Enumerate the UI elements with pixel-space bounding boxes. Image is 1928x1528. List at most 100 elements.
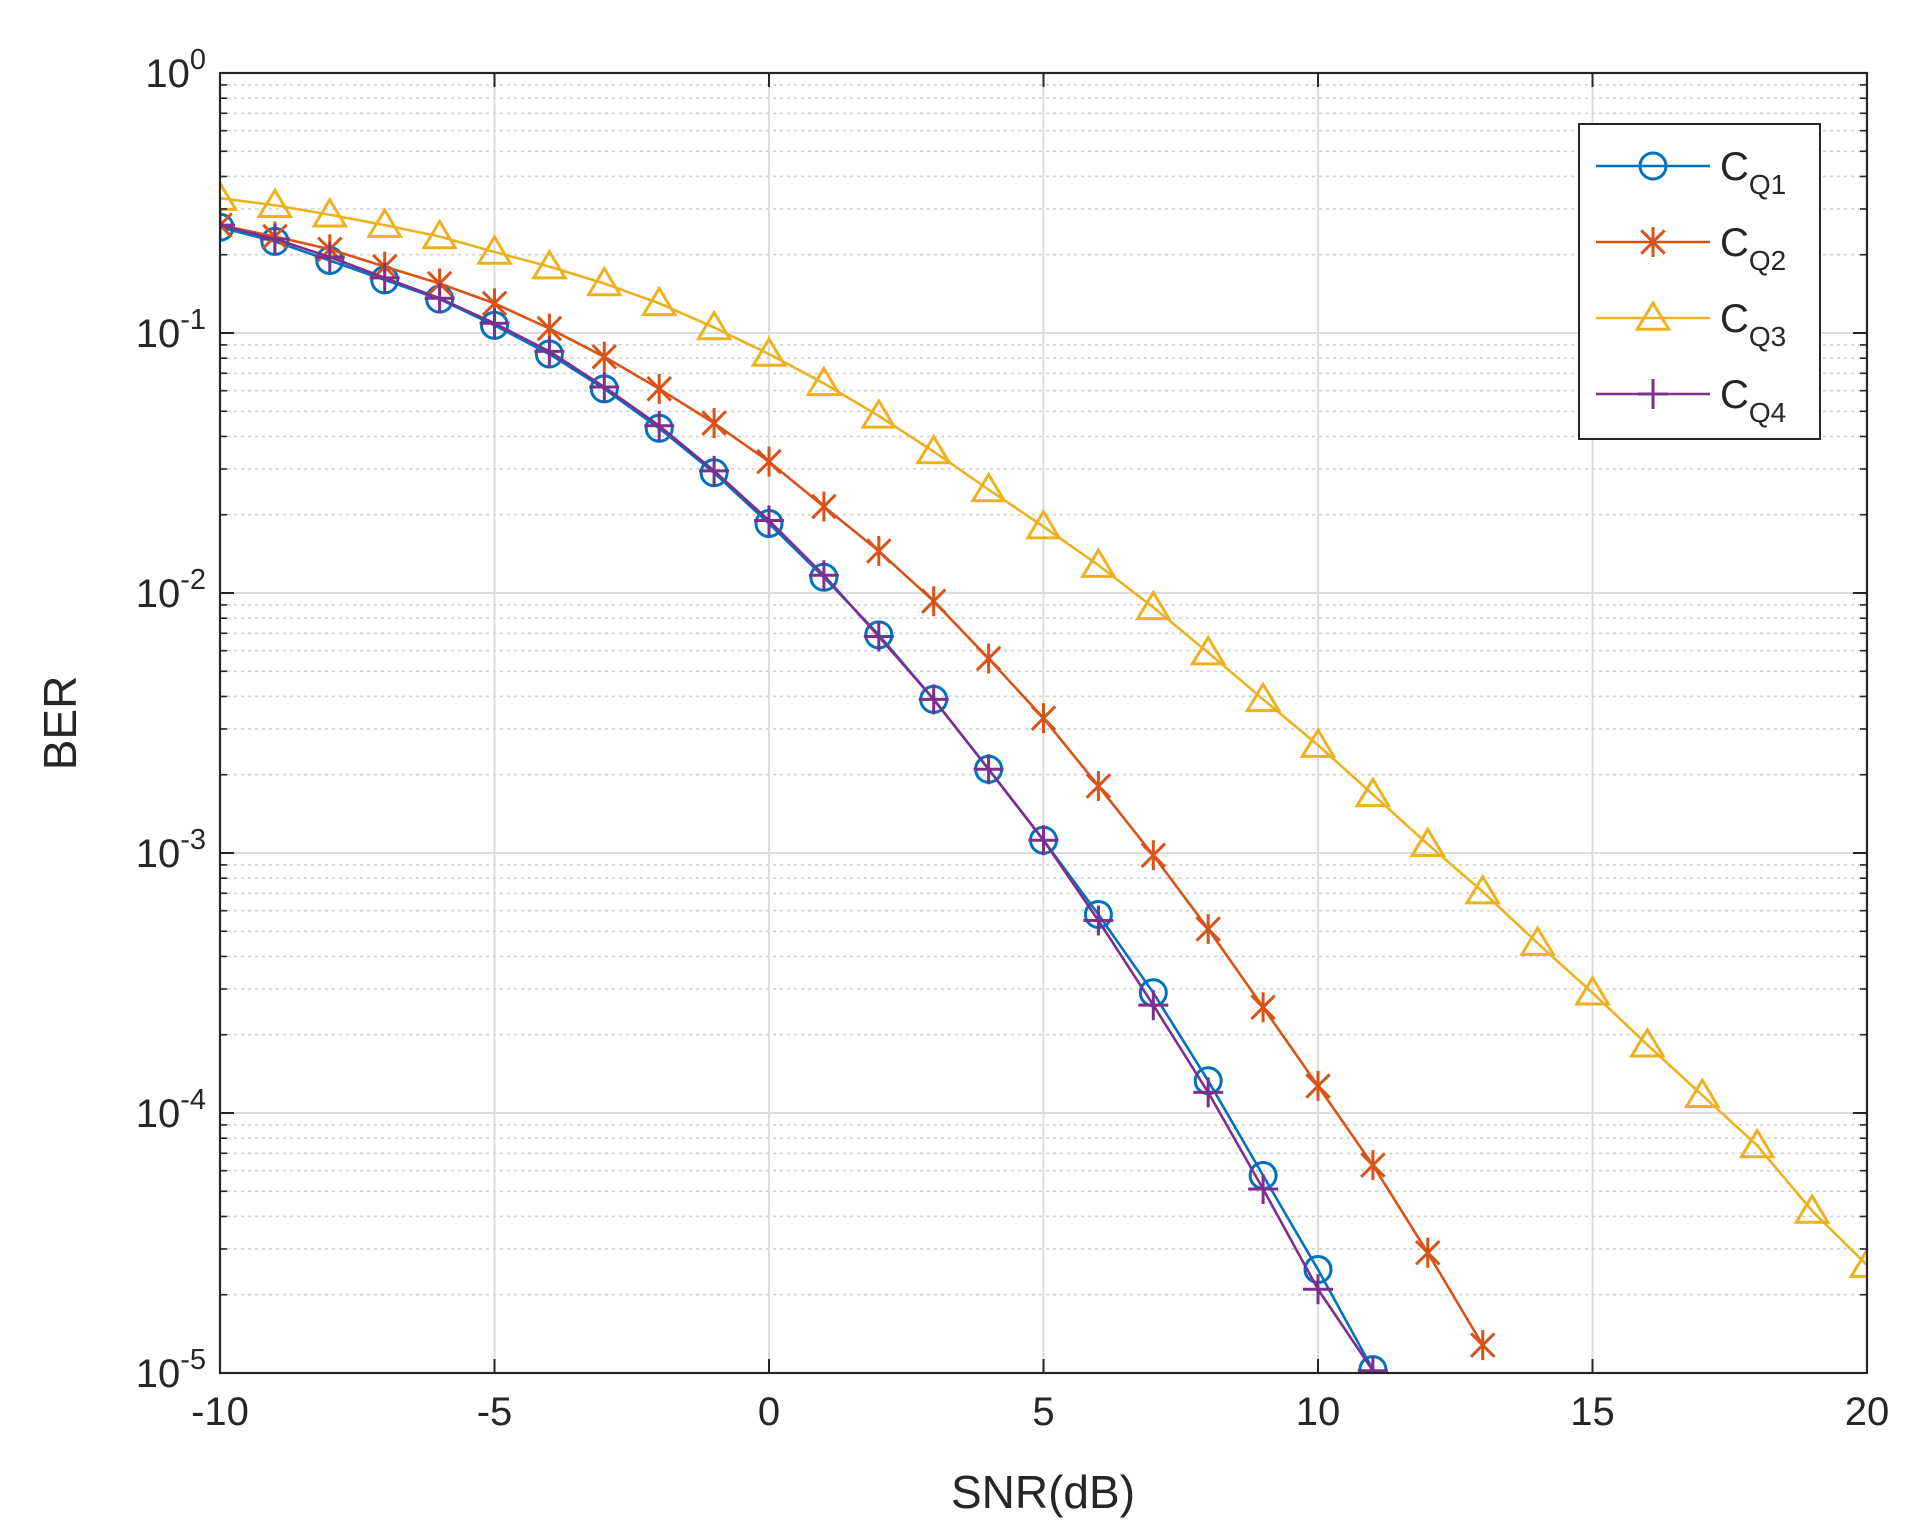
data-point-q3 xyxy=(220,180,239,211)
data-point-q3 xyxy=(1464,873,1502,905)
data-point-q2 xyxy=(1250,992,1276,1023)
data-point-q3 xyxy=(476,234,513,265)
legend-item-q2: CQ2 xyxy=(1596,221,1786,276)
data-point-q2 xyxy=(646,373,672,404)
data-point-q3 xyxy=(750,336,788,367)
data-point-q2 xyxy=(866,536,892,567)
data-point-q4 xyxy=(644,410,675,441)
legend-item-q4: CQ4 xyxy=(1596,373,1786,428)
data-point-q3 xyxy=(1519,925,1556,956)
data-point-q4 xyxy=(259,223,290,254)
data-point-q3 xyxy=(1793,1193,1831,1224)
data-point-q2 xyxy=(1085,771,1112,802)
data-point-q3 xyxy=(915,433,953,465)
data-point-q4 xyxy=(479,308,510,339)
data-point-q4 xyxy=(220,210,235,241)
data-point-q4 xyxy=(1083,905,1114,936)
legend-item-q3: CQ3 xyxy=(1596,297,1786,352)
legend-item-q1: CQ1 xyxy=(1596,145,1786,200)
data-point-q4 xyxy=(1248,1174,1279,1205)
data-point-q3 xyxy=(1574,974,1611,1006)
x-tick-label: -5 xyxy=(477,1390,513,1434)
legend-label: CQ1 xyxy=(1720,145,1786,200)
data-point-q3 xyxy=(1738,1127,1776,1159)
data-point-q4 xyxy=(699,455,730,486)
data-point-q3 xyxy=(1189,634,1227,666)
data-point-q2 xyxy=(811,491,837,522)
data-point-q4 xyxy=(314,242,345,273)
data-point-q4 xyxy=(534,336,565,367)
y-tick-label: 100 xyxy=(145,44,206,96)
data-point-q2 xyxy=(1195,914,1221,945)
data-point-q2 xyxy=(920,586,947,617)
data-point-q3 xyxy=(366,207,404,238)
x-tick-label: -10 xyxy=(191,1390,249,1434)
data-point-q3 xyxy=(1354,776,1392,808)
series-line-q4 xyxy=(220,223,1374,1372)
series-line-q2 xyxy=(220,223,1484,1346)
data-point-q4 xyxy=(1028,825,1059,856)
series-line-q1 xyxy=(220,226,1375,1371)
data-point-q2 xyxy=(220,210,233,241)
data-point-q3 xyxy=(585,265,623,297)
data-point-q3 xyxy=(1683,1077,1721,1109)
series-line-q3 xyxy=(220,196,1867,1267)
legend-label: CQ2 xyxy=(1720,221,1786,276)
data-point-q4 xyxy=(1138,990,1169,1021)
data-point-q2 xyxy=(1469,1330,1496,1361)
data-point-q3 xyxy=(860,397,898,429)
legend-marker xyxy=(1638,379,1668,409)
legend-box xyxy=(1578,123,1821,440)
x-axis-label: SNR(dB) xyxy=(951,1466,1135,1518)
axis-ticks xyxy=(219,72,1868,1374)
y-tick-labels: 10-5 10-4 10-3 10-2 10-1 100 xyxy=(136,44,206,1396)
series-layer xyxy=(220,180,1867,1373)
data-point-q4 xyxy=(369,262,400,293)
data-point-q4 xyxy=(1303,1274,1333,1305)
data-point-q3 xyxy=(1080,547,1117,578)
data-point-q4 xyxy=(1357,1355,1388,1373)
x-tick-labels: -10 -5 0 5 10 15 20 xyxy=(191,1390,1889,1434)
data-point-q3 xyxy=(1134,589,1172,621)
x-tick-label: 15 xyxy=(1570,1390,1615,1434)
data-point-q3 xyxy=(1629,1026,1666,1058)
series-q3 xyxy=(220,180,1867,1278)
data-point-q2 xyxy=(701,408,727,439)
data-point-q3 xyxy=(695,309,733,341)
data-point-q3 xyxy=(640,285,678,317)
data-point-q3 xyxy=(1299,727,1337,758)
y-tick-label: 10-4 xyxy=(136,1084,206,1136)
data-point-q2 xyxy=(1305,1071,1331,1102)
legend-marker xyxy=(1634,300,1672,331)
data-point-q4 xyxy=(754,505,784,536)
data-point-q3 xyxy=(1848,1247,1867,1278)
y-axis-label: BER xyxy=(34,676,86,771)
data-point-q3 xyxy=(1025,508,1062,540)
data-point-q2 xyxy=(756,446,782,477)
data-point-q3 xyxy=(531,248,568,280)
data-point-q2 xyxy=(975,643,1002,674)
data-point-q2 xyxy=(1415,1237,1441,1268)
legend-label: CQ4 xyxy=(1720,373,1786,428)
x-tick-label: 5 xyxy=(1032,1390,1054,1434)
legend: CQ1 CQ2 CQ3 CQ4 xyxy=(1578,123,1821,440)
data-point-q3 xyxy=(805,365,843,397)
data-point-q2 xyxy=(1360,1150,1386,1181)
data-point-q3 xyxy=(421,218,458,250)
y-tick-label: 10-1 xyxy=(136,304,206,356)
data-point-q4 xyxy=(808,560,839,591)
data-point-q2 xyxy=(591,341,618,372)
data-point-q4 xyxy=(589,371,620,402)
x-tick-label: 0 xyxy=(758,1390,780,1434)
data-point-q2 xyxy=(1140,840,1167,871)
series-q4 xyxy=(220,210,1388,1373)
data-point-q4 xyxy=(424,283,455,314)
data-point-q4 xyxy=(863,621,894,652)
data-point-q3 xyxy=(1244,681,1282,713)
legend-marker xyxy=(1640,227,1666,257)
series-q2 xyxy=(220,210,1496,1361)
y-tick-label: 10-2 xyxy=(136,564,206,616)
data-point-q3 xyxy=(970,471,1007,503)
legend-label: CQ3 xyxy=(1720,297,1786,352)
